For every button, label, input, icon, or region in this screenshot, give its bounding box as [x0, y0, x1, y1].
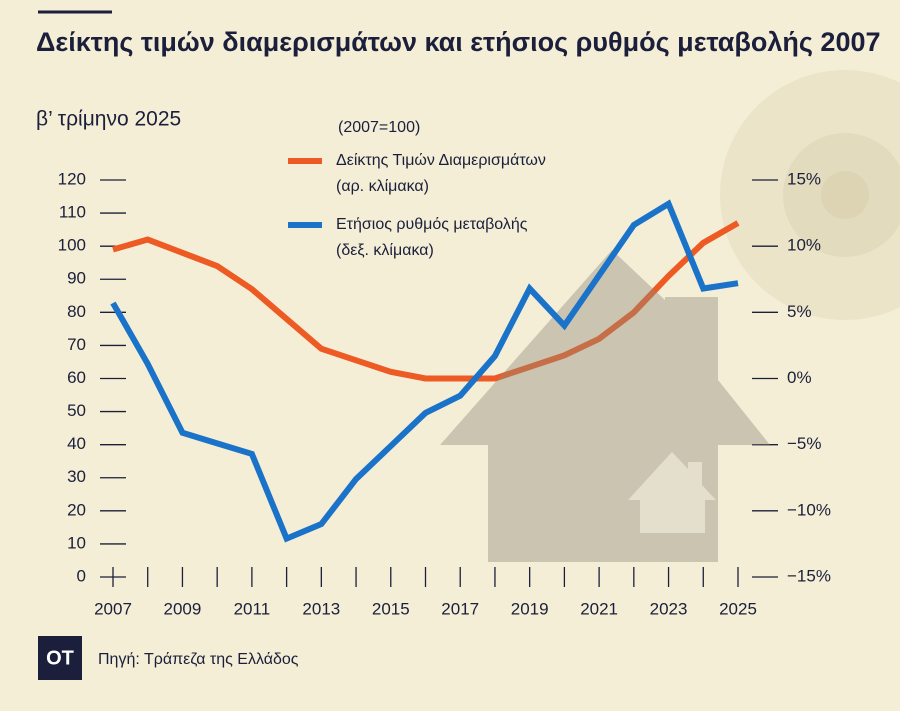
chart-title: Δείκτης τιμών διαμερισμάτων και ετήσιος … [36, 27, 881, 57]
legend-label: Δείκτης Τιμών Διαμερισμάτων [336, 152, 546, 169]
y-tick-label: 20 [67, 500, 86, 519]
x-tick-label: 2009 [164, 599, 202, 618]
y-tick-label: 60 [67, 368, 86, 387]
y-tick-label: 40 [67, 434, 86, 453]
x-tick-label: 2021 [580, 599, 618, 618]
y-tick-label: 50 [67, 401, 86, 420]
series-group [110, 199, 739, 543]
y-tick-label: 0 [77, 566, 86, 585]
logo-box [38, 636, 82, 680]
series-line [110, 199, 739, 543]
y2-tick-label: 0% [787, 368, 812, 387]
y2-tick-label: −15% [787, 566, 831, 585]
x-tick-label: 2013 [302, 599, 340, 618]
axes: 0 10 20 30 40 50 60 70 80 90 100 110 120 −15% −10% −5% 0… [58, 169, 831, 618]
small-house [628, 452, 716, 533]
x-tick-label: 2017 [441, 599, 479, 618]
house-decor [440, 250, 770, 562]
note: (2007=100) [338, 119, 420, 136]
y2-tick-label: −10% [787, 500, 831, 519]
logo: ΟΤ [46, 647, 74, 669]
x-tick-label: 2007 [94, 599, 132, 618]
y-tick-label: 80 [67, 302, 86, 321]
x-tick-label: 2025 [719, 599, 757, 618]
legend: Δείκτης Τιμών Διαμερισμάτων (αρ. κλίμακα)… [288, 152, 546, 259]
legend-scale: (αρ. κλίμακα) [336, 178, 429, 195]
x-tick-label: 2023 [650, 599, 688, 618]
x-tick-label: 2019 [511, 599, 549, 618]
decor-circle [821, 171, 869, 219]
legend-label: Ετήσιος ρυθμός μεταβολής [336, 216, 528, 233]
x-tick-label: 2015 [372, 599, 410, 618]
source: Πηγή: Τράπεζα της Ελλάδος [98, 651, 299, 668]
series-line [112, 220, 740, 382]
y-tick-label: 120 [58, 169, 86, 188]
y-tick-label: 90 [67, 269, 86, 288]
y-tick-label: 110 [59, 203, 86, 222]
legend-scale: (δεξ. κλίμακα) [336, 242, 434, 259]
y2-tick-label: −5% [787, 434, 822, 453]
y-tick-label: 100 [58, 236, 86, 255]
y-tick-label: 70 [67, 335, 86, 354]
y2-tick-label: 10% [787, 236, 821, 255]
series-group [112, 220, 740, 382]
y2-tick-label: 5% [787, 302, 812, 321]
y2-tick-label: 15% [787, 169, 821, 188]
x-tick-label: 2011 [234, 599, 271, 618]
y-tick-label: 30 [67, 467, 86, 486]
chart-subtitle: β’ τρίμηνο 2025 [36, 108, 181, 131]
y-tick-label: 10 [67, 533, 86, 552]
